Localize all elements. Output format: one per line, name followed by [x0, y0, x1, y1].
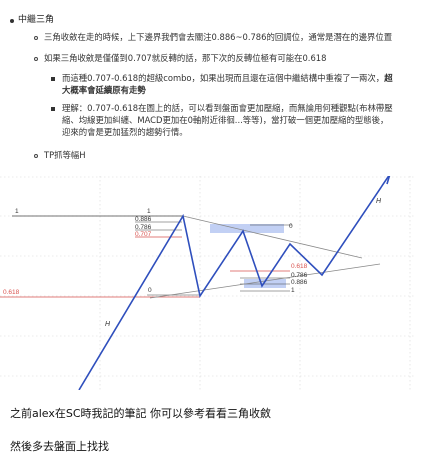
bullet-square: [51, 77, 55, 81]
chat-message-1: 之前alex在SC時我記的筆記 你可以參考看看三角收斂: [10, 407, 272, 420]
note-item-3: TP抓等幅H: [44, 150, 86, 160]
label-right-0: 0: [289, 223, 293, 230]
price-wave: [78, 176, 390, 390]
chat-message-2: 然後多去盤面上找找: [10, 440, 109, 453]
label-h-right: H: [376, 198, 382, 205]
label-right-1: 1: [291, 287, 295, 294]
label-0786: 0.786: [135, 224, 152, 231]
label-top-1: 1: [147, 208, 151, 215]
note-sub-2-line-2: 縮、均線更加糾纏、MACD更加在0軸附近徘徊...等等)，當打破一個更加壓縮的型…: [62, 115, 389, 125]
label-left-0618: 0.618: [3, 289, 20, 296]
zone-bottom: [244, 279, 286, 288]
trendline-upper: [182, 215, 363, 259]
bullet-circle: [34, 57, 38, 61]
note-sub-1-line-2: 大概率會延續原有走勢: [62, 85, 146, 95]
notes-heading: 中繼三角: [18, 15, 55, 25]
bullet-square: [51, 107, 55, 111]
note-sub-2-line-3: 迎來的會是更加猛烈的趨勢行情。: [62, 127, 188, 137]
grid-lines: [0, 176, 415, 390]
label-0886: 0.886: [135, 216, 152, 223]
bullet-circle: [34, 36, 38, 40]
notes-panel: 中繼三角 三角收斂在走的時候，上下邊界我們會去關注0.886~0.786的回調位…: [0, 0, 434, 175]
zone-top: [210, 224, 284, 233]
label-mid-0: 0: [148, 287, 152, 294]
triangle-diagram: 1 0.618 1 0.886 0.786 0.707 0 0 0.618 0.…: [0, 176, 415, 390]
label-h-left: H: [105, 321, 111, 328]
note-sub-1-line-1: 而這種0.707-0.618的超級combo，如果出現而且還在這個中繼結構中重複…: [62, 73, 393, 83]
label-left-1: 1: [15, 208, 19, 215]
label-right-0886: 0.886: [291, 279, 308, 286]
bullet-circle: [34, 154, 38, 158]
note-item-2: 如果三角收斂是僅僅到0.707就反轉的話，那下次的反轉位極有可能在0.618: [44, 53, 327, 63]
label-0707: 0.707: [135, 231, 152, 238]
note-sub-2-line-1: 理解：0.707-0.618在圖上的話，可以看到盤面會更加壓縮，而無論用何種觀點…: [62, 103, 393, 113]
arrow-head: [386, 176, 391, 185]
label-right-0618: 0.618: [291, 263, 308, 270]
note-item-1: 三角收斂在走的時候，上下邊界我們會去關注0.886~0.786的回調位，通常是潛…: [44, 32, 393, 42]
label-right-0786: 0.786: [291, 272, 308, 279]
bullet-dot: [10, 19, 14, 23]
